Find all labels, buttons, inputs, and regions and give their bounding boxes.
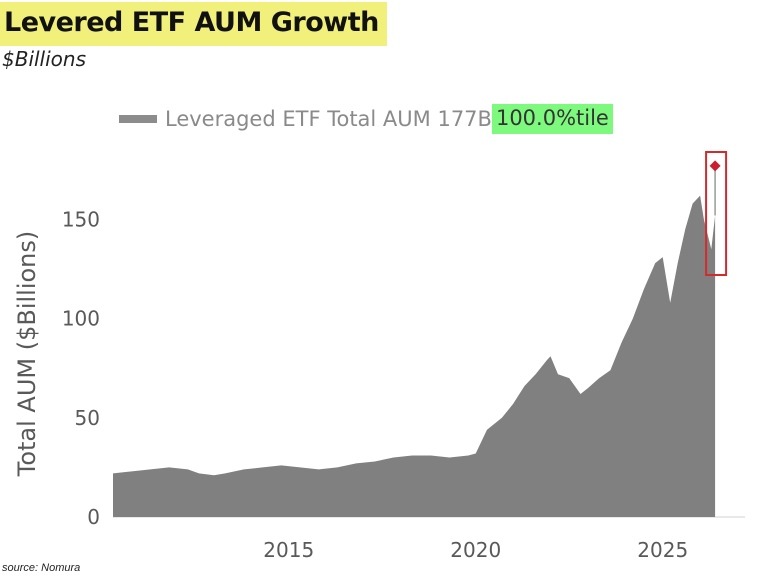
x-tick-label: 2020 [450, 538, 501, 562]
latest-value-marker [709, 160, 721, 172]
y-tick-label: 0 [87, 505, 100, 529]
y-tick-label: 50 [75, 406, 100, 430]
x-tick-label: 2015 [263, 538, 314, 562]
y-tick-label: 100 [62, 307, 100, 331]
legend-swatch [119, 115, 157, 123]
y-tick-label: 150 [62, 207, 100, 231]
x-tick-label: 2025 [637, 538, 688, 562]
aum-area-series [113, 195, 716, 517]
source-note: source: Nomura [2, 562, 81, 574]
y-axis-title: Total AUM ($Billions) [13, 231, 41, 478]
latest-highlight-box [705, 151, 728, 276]
chart-title: Levered ETF AUM Growth [0, 2, 387, 46]
legend-percentile: 100.0%tile [491, 104, 613, 134]
legend-label: Leveraged ETF Total AUM 177B [165, 107, 492, 131]
chart-subtitle: $Billions [2, 47, 87, 71]
legend: Leveraged ETF Total AUM 177B 100.0%tile [119, 101, 613, 137]
